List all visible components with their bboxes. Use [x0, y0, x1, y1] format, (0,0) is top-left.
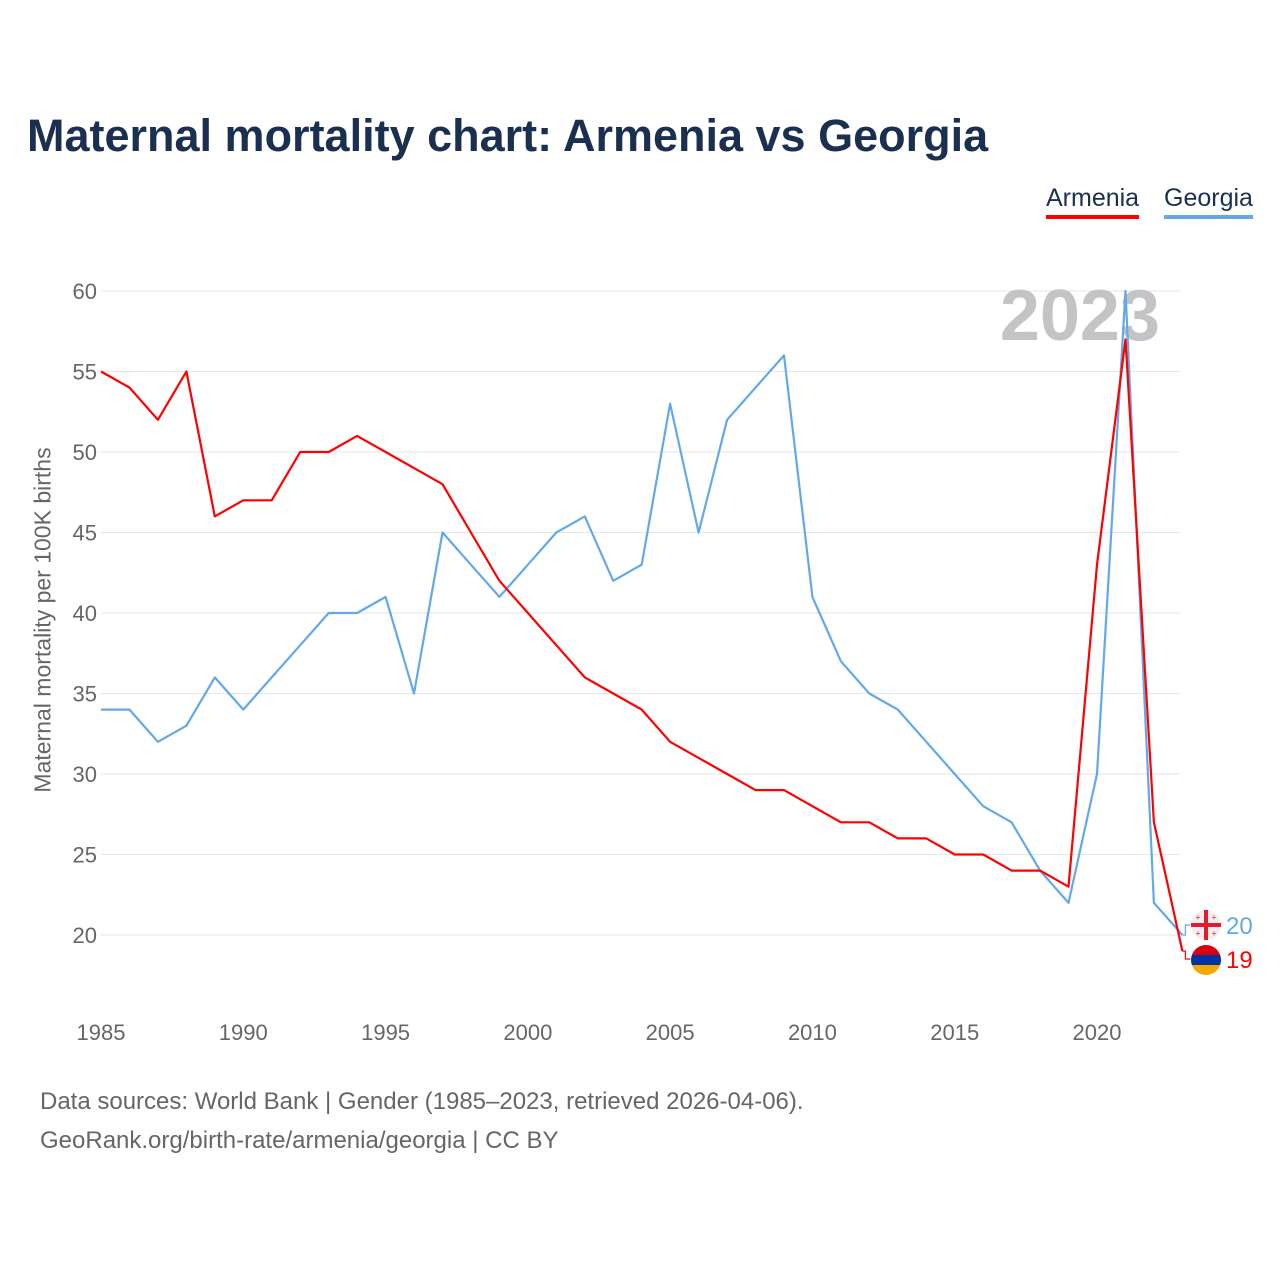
end-label-armenia: 19: [1226, 947, 1253, 974]
y-tick-label: 60: [73, 279, 97, 304]
year-watermark: 2023: [1000, 276, 1160, 356]
x-tick-label: 1990: [219, 1020, 268, 1045]
y-tick-label: 35: [73, 682, 97, 707]
georgia-flag-icon: + + + +: [1191, 910, 1221, 940]
footer-link[interactable]: GeoRank.org/birth-rate/armenia/georgia |…: [40, 1127, 559, 1154]
svg-text:+: +: [1212, 913, 1217, 922]
x-tick-label: 1985: [77, 1020, 126, 1045]
footer-sources: Data sources: World Bank | Gender (1985–…: [40, 1088, 804, 1115]
series-line-armenia[interactable]: [100, 338, 1184, 952]
y-tick-label: 45: [73, 521, 97, 546]
x-tick-label: 2020: [1073, 1020, 1122, 1045]
svg-text:+: +: [1196, 929, 1201, 938]
y-tick-label: 40: [73, 601, 97, 626]
y-tick-label: 20: [73, 923, 97, 948]
y-tick-label: 25: [73, 843, 97, 868]
x-tick-label: 2015: [930, 1020, 979, 1045]
svg-text:+: +: [1196, 913, 1201, 922]
chart-title: Maternal mortality chart: Armenia vs Geo…: [27, 110, 989, 161]
end-connector: [1182, 924, 1191, 936]
x-tick-label: 1995: [361, 1020, 410, 1045]
svg-text:+: +: [1212, 929, 1217, 938]
y-tick-label: 55: [73, 360, 97, 385]
legend-armenia[interactable]: Armenia: [1046, 184, 1140, 219]
y-tick-label: 50: [73, 440, 97, 465]
legend-georgia[interactable]: Georgia: [1164, 184, 1253, 219]
y-tick-label: 30: [73, 762, 97, 787]
armenia-flag-icon: [1191, 945, 1221, 975]
x-tick-label: 2000: [503, 1020, 552, 1045]
x-tick-label: 2005: [646, 1020, 695, 1045]
end-connector: [1182, 950, 1191, 960]
series-line-georgia[interactable]: [101, 289, 1184, 936]
end-label-georgia: 20: [1226, 913, 1253, 940]
x-tick-label: 2010: [788, 1020, 837, 1045]
